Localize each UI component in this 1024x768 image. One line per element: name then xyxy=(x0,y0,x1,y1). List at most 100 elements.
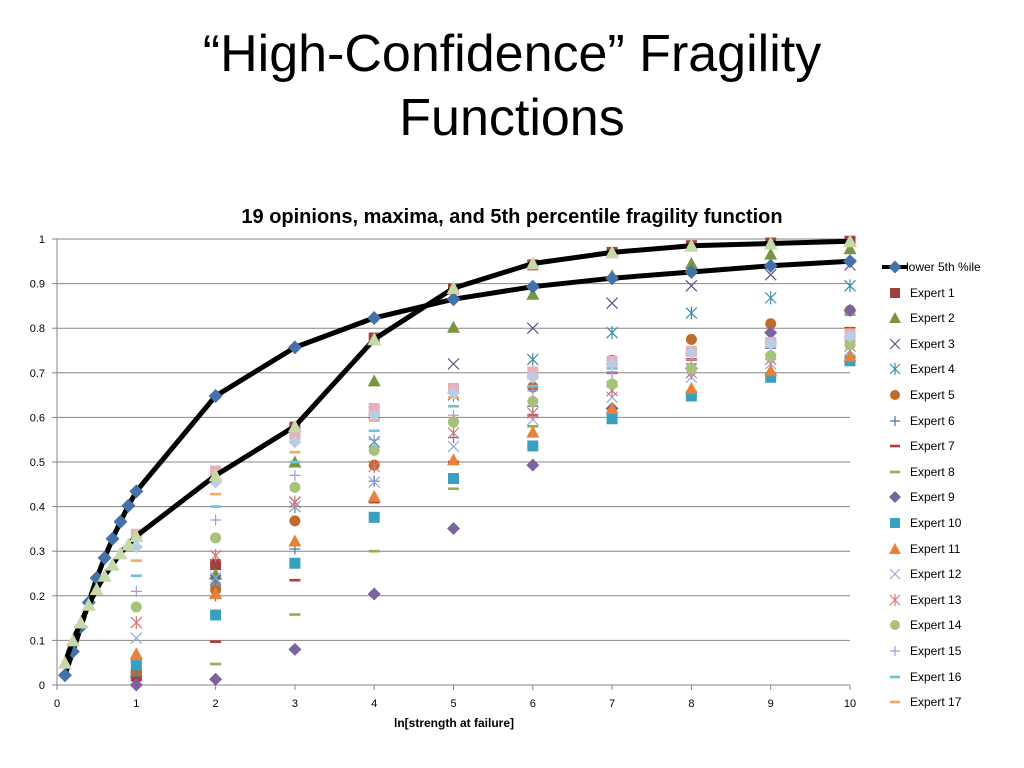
series-9 xyxy=(129,303,857,692)
data-point xyxy=(130,632,143,645)
data-point xyxy=(367,408,381,422)
legend-label: Expert 9 xyxy=(910,490,955,505)
series-12 xyxy=(130,344,856,645)
data-point xyxy=(526,458,540,472)
y-tick-label: 0.9 xyxy=(30,279,45,291)
legend-item: Expert 1 xyxy=(882,282,1022,308)
data-point xyxy=(129,647,143,660)
data-point xyxy=(844,339,856,351)
legend-item: Expert 5 xyxy=(882,384,1022,410)
legend-label: Expert 8 xyxy=(910,464,955,479)
x-tick-label: 0 xyxy=(54,698,60,710)
slide-title-line-1: “High-Confidence” Fragility xyxy=(202,25,822,83)
data-point xyxy=(448,404,459,408)
legend-swatch xyxy=(890,517,900,528)
data-point xyxy=(606,297,619,310)
data-point xyxy=(368,429,380,433)
curve-point xyxy=(446,281,461,295)
data-point xyxy=(764,337,778,351)
data-point xyxy=(527,395,539,407)
data-point xyxy=(764,268,777,281)
data-point xyxy=(129,678,143,692)
y-tick-label: 0 xyxy=(39,680,45,692)
legend-label: Expert 3 xyxy=(910,336,955,351)
legend-label: Expert 11 xyxy=(910,541,961,556)
curve-point xyxy=(57,668,72,683)
curve-point xyxy=(367,310,382,325)
legend-item: Expert 10 xyxy=(882,512,1022,538)
data-point xyxy=(526,322,539,335)
legend-swatch xyxy=(889,491,901,504)
x-tick-label: 9 xyxy=(768,698,774,710)
data-point xyxy=(685,279,698,292)
legend-label: Expert 15 xyxy=(910,643,962,658)
data-point xyxy=(685,333,697,345)
legend-marker xyxy=(888,260,902,274)
legend-label: lower 5th %ile xyxy=(906,260,981,274)
data-point xyxy=(130,659,142,671)
curve-point xyxy=(57,655,72,669)
curve-line xyxy=(62,258,851,676)
data-point xyxy=(765,318,777,330)
data-point xyxy=(368,434,380,446)
legend-label: Expert 17 xyxy=(910,695,962,710)
series-3 xyxy=(130,258,856,674)
data-point xyxy=(843,303,857,317)
data-point xyxy=(605,357,619,371)
series-17 xyxy=(130,328,856,562)
data-point xyxy=(684,257,698,270)
y-tick-label: 0.2 xyxy=(30,591,45,603)
data-point xyxy=(210,505,222,508)
data-point xyxy=(606,378,618,390)
curve-point xyxy=(81,597,96,611)
legend-swatch xyxy=(890,700,900,704)
data-point xyxy=(368,444,380,456)
data-point xyxy=(685,390,697,402)
legend-swatch xyxy=(890,415,900,426)
legend-swatch xyxy=(890,389,900,400)
legend-item: Expert 9 xyxy=(882,486,1022,512)
data-point xyxy=(447,453,460,466)
curve-point xyxy=(843,254,857,269)
data-point xyxy=(289,469,301,481)
y-tick-label: 0.1 xyxy=(30,635,45,647)
data-point xyxy=(526,352,539,366)
data-point xyxy=(288,435,302,449)
legend-marker xyxy=(890,675,900,678)
y-tick-label: 0.5 xyxy=(30,457,45,469)
data-point xyxy=(367,489,381,502)
series-14 xyxy=(130,339,856,613)
curve-point xyxy=(684,265,699,280)
data-point xyxy=(210,492,222,496)
data-point xyxy=(684,346,698,360)
curve-point xyxy=(73,615,88,629)
data-point xyxy=(130,601,142,613)
x-tick-label: 4 xyxy=(371,698,377,710)
data-point xyxy=(289,450,301,454)
curve-point xyxy=(605,245,620,259)
legend-swatch xyxy=(889,312,901,324)
curve-line xyxy=(62,238,851,664)
legend-swatch xyxy=(882,260,908,274)
legend-marker xyxy=(890,415,900,426)
legend-swatch xyxy=(889,542,901,554)
legend-item: Expert 15 xyxy=(882,640,1022,666)
data-point xyxy=(368,549,380,553)
y-tick-label: 0.3 xyxy=(30,546,45,558)
data-point xyxy=(368,402,380,414)
series-11 xyxy=(129,349,857,660)
legend-marker xyxy=(890,700,900,704)
data-point xyxy=(447,320,460,333)
data-point xyxy=(448,487,459,491)
legend-marker xyxy=(889,542,901,554)
data-point xyxy=(367,587,381,601)
data-point xyxy=(526,425,540,438)
legend-swatch xyxy=(889,363,901,376)
legend-item: Expert 12 xyxy=(882,563,1022,589)
chart-title: 19 opinions, maxima, and 5th percentile … xyxy=(241,206,783,228)
data-point xyxy=(209,587,223,600)
data-point xyxy=(210,532,222,544)
legend-label: Expert 14 xyxy=(910,618,962,633)
data-point xyxy=(843,329,857,343)
curve-point xyxy=(446,292,461,307)
